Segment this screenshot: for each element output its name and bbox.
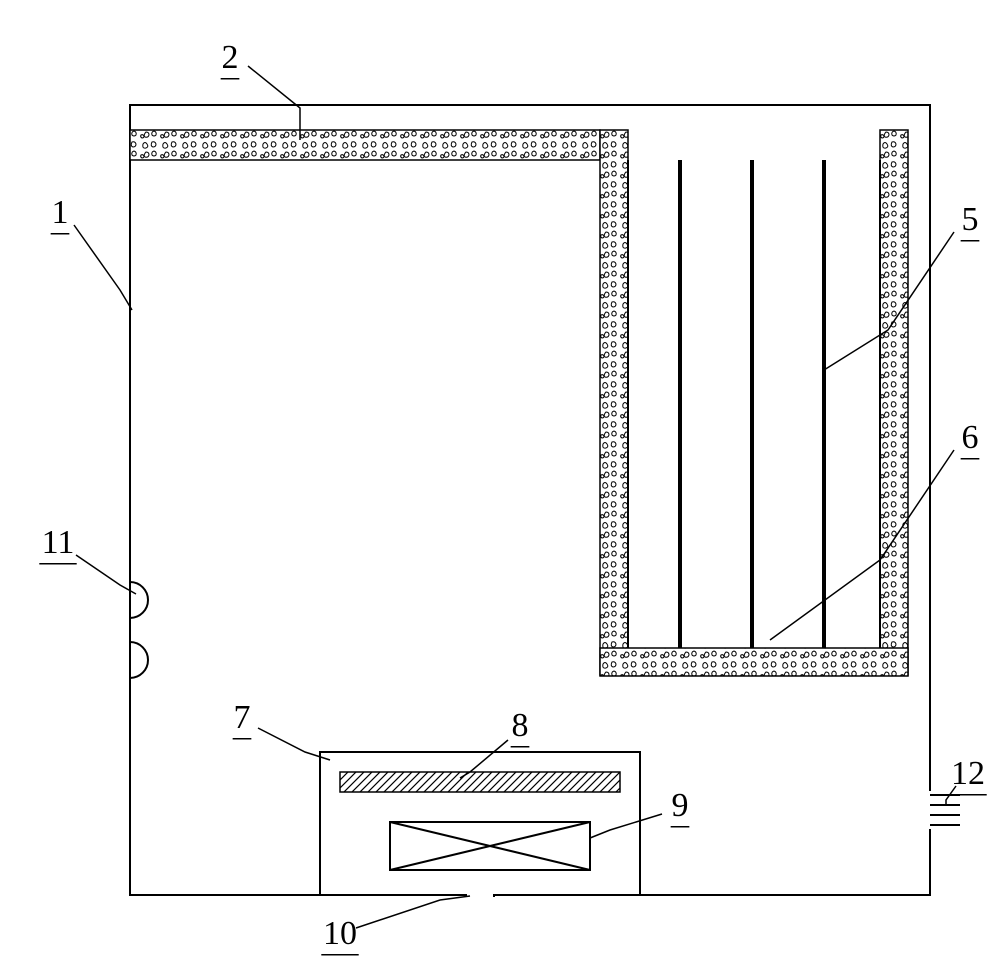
callout-label-8: 8 bbox=[512, 707, 529, 744]
insulation-band-chamber-left bbox=[600, 130, 628, 675]
callout-label-9: 9 bbox=[672, 787, 689, 824]
insulation-band-chamber-bottom bbox=[600, 648, 908, 676]
leader-2 bbox=[248, 66, 300, 140]
hatched-plate bbox=[340, 772, 620, 792]
callout-label-7: 7 bbox=[234, 699, 251, 736]
callout-label-1: 1 bbox=[52, 194, 69, 231]
left-arc-upper bbox=[130, 582, 148, 618]
insulation-band-chamber-right bbox=[880, 130, 908, 675]
callout-label-5: 5 bbox=[962, 201, 979, 238]
left-arc-lower bbox=[130, 642, 148, 678]
insulation-band-top bbox=[130, 130, 600, 160]
diagram-canvas: 2 1 5 6 11 7 8 9 12 10 bbox=[0, 0, 1000, 964]
callout-label-6: 6 bbox=[962, 419, 979, 456]
callout-label-11: 11 bbox=[42, 524, 75, 561]
leader-1 bbox=[74, 225, 132, 310]
leader-9 bbox=[590, 814, 662, 838]
leader-11 bbox=[76, 555, 136, 594]
callout-label-12: 12 bbox=[951, 755, 985, 792]
leader-6 bbox=[770, 450, 954, 640]
bottom-notch bbox=[466, 894, 494, 897]
callout-label-10: 10 bbox=[323, 915, 357, 952]
callout-label-2: 2 bbox=[222, 39, 239, 76]
leader-10 bbox=[356, 896, 470, 928]
